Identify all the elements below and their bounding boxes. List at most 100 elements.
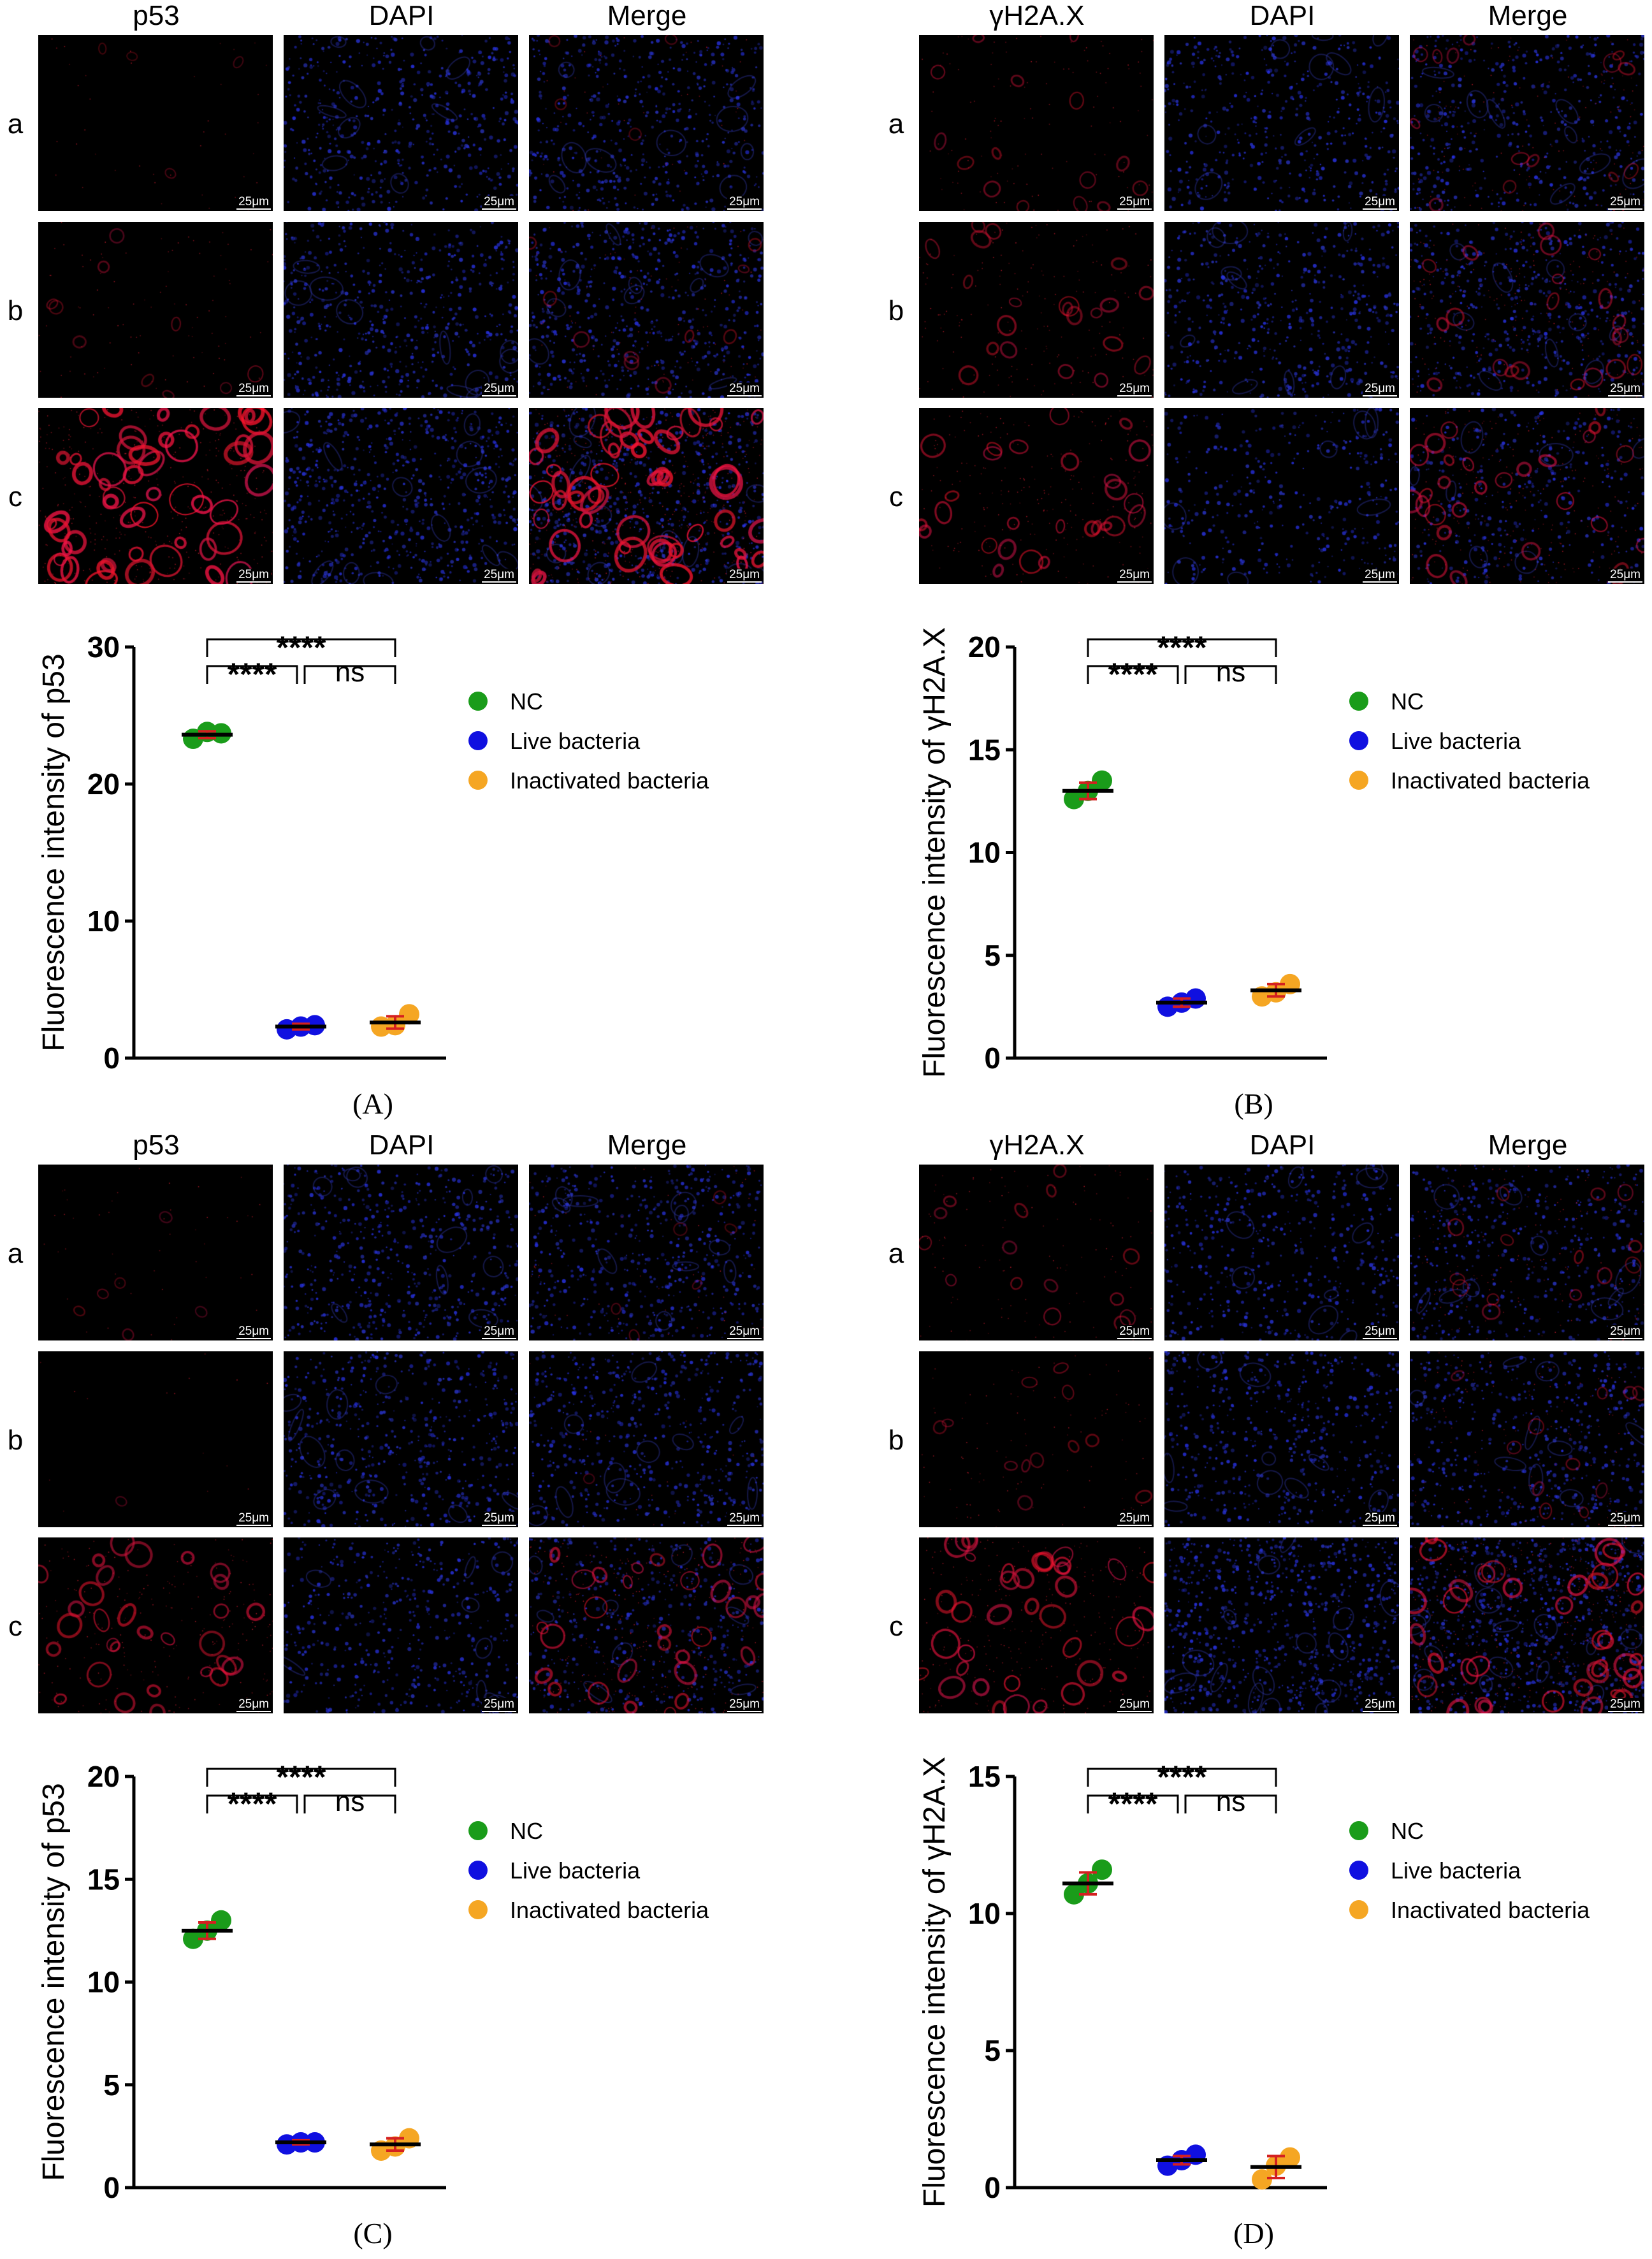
column-header: DAPI: [368, 0, 435, 31]
legend-marker: [1349, 1900, 1368, 1919]
legend-marker: [1349, 1861, 1368, 1880]
data-point: [1064, 1884, 1084, 1905]
row-label: a: [7, 108, 24, 140]
row-label: c: [889, 481, 903, 512]
legend-label: NC: [510, 688, 543, 715]
row-label: b: [888, 1425, 904, 1456]
scale-bar-label: 25μm: [1363, 569, 1397, 583]
legend-marker: [468, 731, 488, 750]
row-label: b: [7, 295, 24, 326]
y-tick-label: 30: [87, 630, 120, 664]
micrograph-image: 25μm: [1410, 408, 1644, 584]
scale-bar-label: 25μm: [482, 1325, 516, 1339]
micrograph-canvas: [1164, 1351, 1399, 1527]
y-axis-title: Fluorescence intensity of γH2A.X: [918, 627, 952, 1078]
scale-bar-label: 25μm: [1117, 569, 1152, 583]
legend-label: Live bacteria: [510, 1857, 641, 1884]
significance-bracket: [206, 1768, 396, 1787]
significance-label: ****: [1108, 1786, 1158, 1822]
scale-bar-label: 25μm: [727, 382, 762, 396]
micrograph-image: 25μm: [284, 1537, 518, 1713]
scale-bar-label: 25μm: [236, 382, 271, 396]
micrograph-canvas: [284, 1165, 518, 1340]
scale-bar-label: 25μm: [482, 196, 516, 210]
micrograph-image: 25μm: [1164, 1351, 1399, 1527]
data-point: [1092, 1859, 1112, 1880]
micrograph-image: 25μm: [284, 1351, 518, 1527]
legend-label: NC: [510, 1818, 543, 1844]
column-header: γH2A.X: [989, 0, 1085, 31]
legend-label: Inactivated bacteria: [510, 767, 709, 794]
column-header: Merge: [607, 1130, 687, 1161]
data-point: [211, 1910, 231, 1931]
micrograph-image: 25μm: [1164, 35, 1399, 211]
micrograph-image: 25μm: [38, 1165, 273, 1340]
data-point: [1252, 2169, 1272, 2190]
y-axis-title: Fluorescence intensity of p53: [37, 1783, 71, 2181]
micrograph-canvas: [1410, 35, 1644, 211]
legend-label: Live bacteria: [510, 728, 641, 754]
scale-bar-label: 25μm: [1117, 1698, 1152, 1712]
significance-label: ****: [228, 1786, 277, 1822]
micrograph-image: 25μm: [1164, 1537, 1399, 1713]
micrograph-canvas: [919, 1351, 1154, 1527]
y-axis-title: Fluorescence intensity of p53: [37, 653, 71, 1051]
micrograph-canvas: [1164, 35, 1399, 211]
row-label: a: [888, 1238, 904, 1269]
significance-label: ****: [277, 630, 326, 665]
legend-marker: [1349, 731, 1368, 750]
legend-marker: [1349, 1821, 1368, 1840]
micrograph-image: 25μm: [529, 1537, 764, 1713]
scale-bar-label: 25μm: [482, 569, 516, 583]
scale-bar-label: 25μm: [1608, 1325, 1642, 1339]
scale-bar-label: 25μm: [1363, 1325, 1397, 1339]
micrograph-image: 25μm: [529, 408, 764, 584]
scatter-chart: 0 5 10 15 20 Fluorescence intensity of p53 ***…: [37, 1759, 709, 2204]
micrograph-canvas: [38, 408, 273, 584]
scale-bar-label: 25μm: [1363, 196, 1397, 210]
significance-label: ****: [277, 1759, 326, 1795]
significance-label: ****: [1157, 630, 1207, 665]
y-tick-label: 5: [984, 2034, 1001, 2067]
column-header: DAPI: [368, 1130, 435, 1161]
legend-marker: [1349, 771, 1368, 790]
micrograph-image: 25μm: [1410, 1351, 1644, 1527]
micrograph-image: 25μm: [1164, 408, 1399, 584]
y-tick-label: 10: [87, 1966, 120, 1999]
micrograph-canvas: [1410, 1351, 1644, 1527]
significance-bracket: [303, 665, 396, 684]
legend-label: Live bacteria: [1391, 1857, 1521, 1884]
significance-bracket: [303, 1794, 396, 1813]
micrograph-canvas: [529, 35, 764, 211]
y-tick-label: 15: [968, 1760, 1001, 1793]
micrograph-image: 25μm: [1410, 35, 1644, 211]
significance-bracket: [1184, 665, 1277, 684]
legend-marker: [1349, 692, 1368, 711]
micrograph-canvas: [529, 1165, 764, 1340]
column-header: Merge: [1488, 1130, 1568, 1161]
micrograph-canvas: [1410, 222, 1644, 398]
scale-bar-label: 25μm: [236, 1698, 271, 1712]
significance-bracket: [206, 665, 298, 684]
micrograph-canvas: [1164, 1537, 1399, 1713]
row-label: a: [7, 1238, 24, 1269]
scale-bar-label: 25μm: [482, 1698, 516, 1712]
panel-caption: (B): [1234, 1087, 1273, 1120]
y-tick-label: 0: [103, 1042, 120, 1075]
micrograph-image: 25μm: [38, 1537, 273, 1713]
micrograph-image: 25μm: [919, 35, 1154, 211]
micrograph-canvas: [919, 408, 1154, 584]
significance-label: ns: [335, 657, 365, 688]
y-tick-label: 0: [984, 2171, 1001, 2204]
significance-bracket: [1087, 665, 1179, 684]
y-tick-label: 20: [968, 630, 1001, 664]
significance-label: ****: [228, 657, 277, 692]
data-point: [399, 1004, 419, 1025]
micrograph-canvas: [529, 222, 764, 398]
micrograph-canvas: [1410, 1537, 1644, 1713]
micrograph-image: 25μm: [1410, 1537, 1644, 1713]
legend-label: Inactivated bacteria: [1391, 1897, 1590, 1923]
scale-bar-label: 25μm: [236, 196, 271, 210]
scale-bar-label: 25μm: [482, 382, 516, 396]
micrograph-canvas: [1164, 222, 1399, 398]
